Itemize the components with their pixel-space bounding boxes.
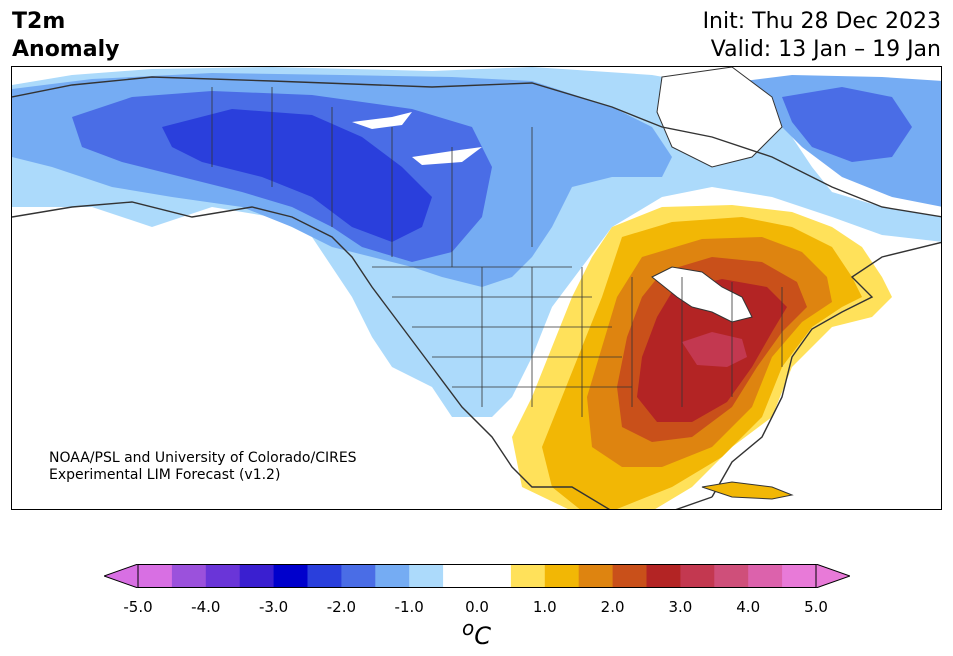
cold-anomaly-level-4 [162,109,432,242]
colorbar-segment [578,564,614,588]
colorbar-segment [443,564,478,588]
credit-line-2: Experimental LIM Forecast (v1.2) [49,467,281,483]
colorbar-tick-label: 5.0 [804,598,828,616]
colorbar-segment [510,564,546,588]
colorbar-tick-label: 2.0 [600,598,625,616]
colorbar-over-arrow [815,563,852,589]
map-title: T2m Anomaly [12,8,119,64]
colorbar-segment [273,564,308,588]
caribbean-island [701,481,794,500]
colorbar-tick-label: 1.0 [532,598,557,616]
hudson-bay [656,67,783,168]
colorbar-segment [409,564,444,588]
colorbar-segment [138,564,173,588]
colorbar-segment [239,564,275,588]
great-lakes [651,266,753,323]
colorbar [102,563,852,589]
colorbar-tick-label: 0.0 [465,598,489,616]
title-line-1: T2m [12,9,66,34]
colorbar-ticks: -5.0 -4.0 -3.0 -2.0 -1.0 0.0 1.0 2.0 3.0 4.0 5.0 [0,598,953,618]
colorbar-segment [307,564,342,588]
colorbar-segment [477,564,512,588]
colorbar-segment [714,564,749,588]
colorbar-tick-label: -1.0 [394,598,424,616]
forecast-dates: Init: Thu 28 Dec 2023 Valid: 13 Jan – 19… [703,8,941,64]
title-line-2: Anomaly [12,37,120,62]
colorbar-segment [782,564,817,588]
lake-feature-2 [412,147,482,165]
colorbar-tick-label: 4.0 [736,598,761,616]
unit-letter: C [474,622,492,650]
colorbar-segment [544,564,580,588]
colorbar-segment [612,564,647,588]
colorbar-segment [680,564,715,588]
colorbar-segment [205,564,241,588]
colorbar-segment [341,564,376,588]
credit-text: NOAA/PSL and University of Colorado/CIRE… [49,450,357,484]
colorbar-under-arrow [102,563,139,589]
colorbar-frame [137,564,817,588]
colorbar-tick-label: -3.0 [258,598,289,616]
lake-feature-1 [352,112,412,129]
colorbar-tick-label: -4.0 [191,598,221,616]
colorbar-segment [646,564,681,588]
valid-range: Valid: 13 Jan – 19 Jan [710,37,941,62]
colorbar-segment [171,564,207,588]
colorbar-tick-label: -2.0 [326,598,357,616]
unit-superscript: o [462,616,475,640]
init-date: Init: Thu 28 Dec 2023 [702,9,941,34]
state-borders [211,87,783,417]
anomaly-map [11,66,942,510]
warm-anomaly-level-6 [682,332,747,367]
coastline [12,76,941,509]
colorbar-tick-label: 3.0 [668,598,693,616]
map-canvas [12,67,941,509]
colorbar-unit: oC [462,616,491,650]
colorbar-tick-label: -5.0 [123,598,153,616]
colorbar-segment [375,564,410,588]
colorbar-svg [102,563,852,589]
credit-line-1: NOAA/PSL and University of Colorado/CIRE… [49,450,357,466]
colorbar-segment [748,564,783,588]
cold-anomaly-level-3b [782,87,912,162]
